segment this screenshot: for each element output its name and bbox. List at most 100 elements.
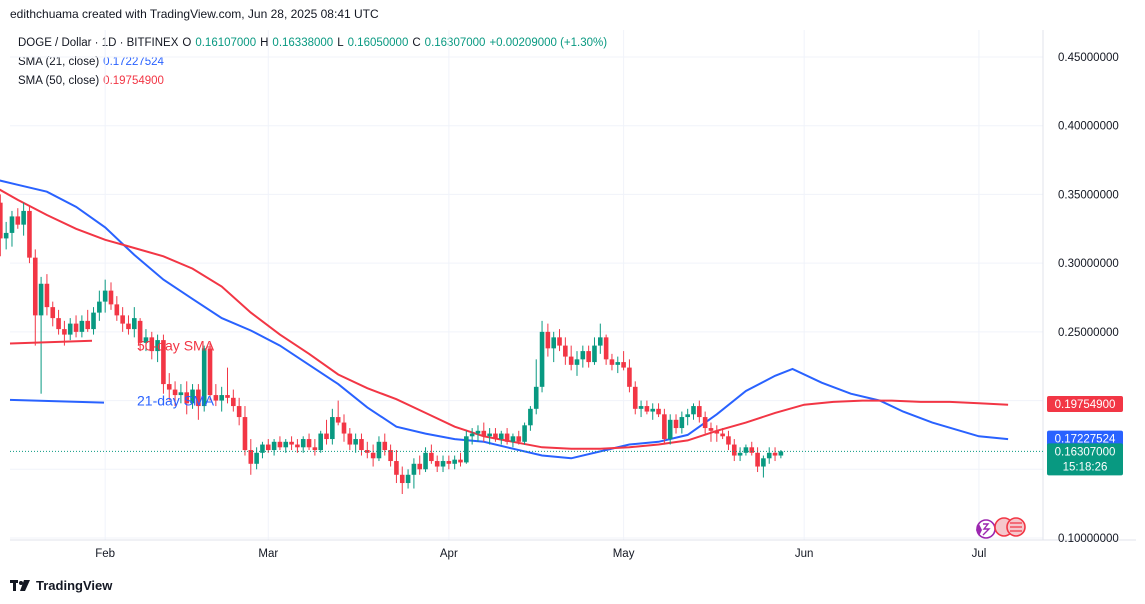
candle[interactable] [411, 458, 417, 489]
candle[interactable] [487, 428, 492, 445]
candle[interactable] [289, 436, 294, 451]
candle[interactable] [388, 444, 393, 467]
candle[interactable] [324, 419, 329, 445]
candle[interactable] [3, 221, 9, 250]
candle[interactable] [295, 439, 300, 453]
candle[interactable] [766, 447, 772, 464]
candle[interactable] [708, 422, 714, 442]
candle[interactable] [475, 425, 481, 442]
candle[interactable] [365, 441, 370, 459]
candle[interactable] [621, 351, 626, 371]
candle[interactable] [627, 359, 632, 393]
candle[interactable] [85, 309, 90, 332]
candle[interactable] [277, 436, 283, 451]
candle[interactable] [254, 447, 259, 470]
candle[interactable] [539, 320, 545, 393]
candle[interactable] [207, 342, 213, 401]
candle[interactable] [749, 441, 755, 456]
candle[interactable] [196, 384, 201, 420]
candle[interactable] [615, 356, 621, 374]
candle[interactable] [15, 208, 21, 229]
candle[interactable] [50, 301, 56, 327]
price-tag[interactable]: 0.16307000 15:18:26 [1047, 443, 1123, 476]
candle[interactable] [56, 309, 61, 335]
candle[interactable] [632, 381, 638, 415]
candle[interactable] [225, 367, 230, 404]
candle[interactable] [306, 433, 312, 451]
candle[interactable] [335, 400, 341, 426]
candle[interactable] [644, 400, 650, 415]
symbol-label[interactable]: DOGE / Dollar · 1D · BITFINEX [18, 37, 179, 49]
candle[interactable] [429, 444, 434, 464]
candle[interactable] [271, 439, 277, 456]
candle[interactable] [731, 439, 737, 462]
candle[interactable] [510, 433, 516, 448]
candle[interactable] [580, 345, 586, 368]
candle[interactable] [481, 422, 487, 442]
sma50-legend-row[interactable]: SMA (50, close) 0.19754900 [18, 72, 607, 91]
candle[interactable] [283, 439, 289, 453]
candle[interactable] [574, 351, 580, 376]
candle[interactable] [533, 359, 539, 415]
candle[interactable] [702, 411, 708, 434]
candle[interactable] [493, 428, 498, 442]
candle[interactable] [452, 455, 457, 470]
candle[interactable] [155, 334, 160, 363]
candle[interactable] [417, 455, 423, 475]
candle[interactable] [464, 430, 469, 464]
candle[interactable] [743, 444, 749, 456]
candle[interactable] [522, 422, 527, 445]
price-tag[interactable]: 0.17227524 [1047, 430, 1123, 447]
candle[interactable] [446, 455, 452, 470]
candle[interactable] [720, 428, 725, 440]
candle[interactable] [9, 210, 15, 247]
candle[interactable] [673, 414, 679, 434]
candle[interactable] [0, 194, 3, 257]
candle[interactable] [458, 452, 463, 467]
candle[interactable] [528, 406, 533, 431]
candle[interactable] [504, 428, 510, 445]
candle[interactable] [551, 331, 556, 363]
candle[interactable] [126, 315, 131, 335]
candle[interactable] [656, 403, 661, 418]
candle[interactable] [662, 408, 667, 445]
candle[interactable] [219, 386, 224, 412]
candle[interactable] [737, 447, 743, 462]
candle[interactable] [32, 249, 38, 346]
candle[interactable] [434, 455, 440, 473]
candle[interactable] [440, 455, 446, 473]
candle[interactable] [91, 307, 96, 335]
candle[interactable] [21, 202, 26, 236]
candle[interactable] [399, 466, 405, 495]
candle[interactable] [300, 436, 306, 453]
sma50-line[interactable] [0, 170, 1009, 450]
candle[interactable] [108, 282, 114, 310]
candle[interactable] [667, 414, 673, 445]
candle[interactable] [97, 290, 102, 321]
candle[interactable] [213, 384, 219, 407]
candle[interactable] [382, 433, 388, 456]
candle[interactable] [714, 425, 720, 442]
candle[interactable] [598, 323, 603, 354]
sma21-line[interactable] [0, 178, 1009, 460]
candle[interactable] [347, 428, 353, 451]
candle[interactable] [405, 469, 411, 489]
candle[interactable] [603, 334, 609, 365]
candle[interactable] [73, 315, 79, 338]
candle[interactable] [330, 408, 335, 445]
candle[interactable] [353, 433, 358, 453]
candle[interactable] [592, 337, 597, 365]
candle[interactable] [726, 430, 731, 451]
candle[interactable] [260, 441, 265, 459]
candle[interactable] [679, 411, 685, 434]
candle[interactable] [102, 279, 108, 313]
candle[interactable] [772, 447, 778, 462]
candle[interactable] [178, 384, 184, 404]
candle[interactable] [231, 389, 236, 412]
candle[interactable] [586, 345, 591, 368]
candle[interactable] [114, 296, 120, 321]
price-tag[interactable]: 0.19754900 [1047, 395, 1123, 412]
candle[interactable] [242, 406, 248, 456]
candle[interactable] [638, 400, 644, 418]
